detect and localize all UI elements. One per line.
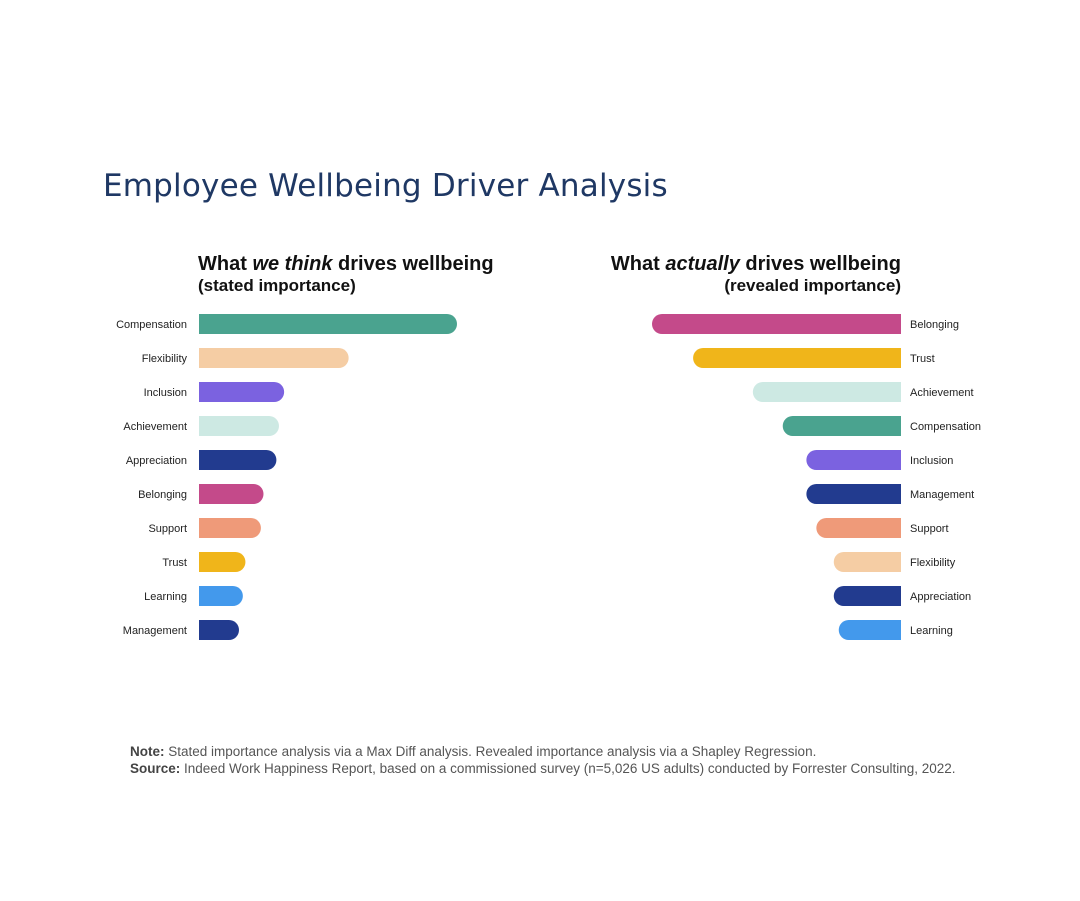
right-title-emphasis: actually bbox=[665, 253, 740, 275]
right-bar-inclusion bbox=[806, 450, 901, 470]
source-label: Source: bbox=[130, 761, 181, 776]
note-line: Note: Stated importance analysis via a M… bbox=[130, 743, 956, 760]
note-label: Note: bbox=[130, 744, 165, 759]
left-bar-support bbox=[199, 518, 261, 538]
right-bar-belonging bbox=[652, 314, 901, 334]
left-bar-belonging bbox=[199, 484, 264, 504]
left-category-label-compensation: Compensation bbox=[116, 319, 187, 331]
left-category-label-inclusion: Inclusion bbox=[144, 387, 187, 399]
right-bar-support bbox=[816, 518, 901, 538]
right-category-label-management: Management bbox=[910, 489, 974, 501]
left-title-suffix: drives wellbeing bbox=[332, 253, 494, 275]
left-bar-inclusion bbox=[199, 382, 285, 402]
right-bar-flexibility bbox=[833, 552, 901, 572]
left-title-emphasis: we think bbox=[252, 253, 333, 275]
left-category-label-management: Management bbox=[123, 625, 187, 637]
left-category-label-flexibility: Flexibility bbox=[142, 353, 188, 365]
right-category-label-belonging: Belonging bbox=[910, 319, 959, 331]
left-category-label-trust: Trust bbox=[162, 557, 187, 569]
source-line: Source: Indeed Work Happiness Report, ba… bbox=[130, 760, 956, 777]
right-chart-title: What actually drives wellbeing bbox=[611, 253, 901, 276]
left-category-label-achievement: Achievement bbox=[123, 421, 187, 433]
left-category-label-belonging: Belonging bbox=[138, 489, 187, 501]
left-bar-appreciation bbox=[199, 450, 277, 470]
source-text: Indeed Work Happiness Report, based on a… bbox=[180, 761, 956, 776]
page-title: Employee Wellbeing Driver Analysis bbox=[103, 168, 668, 204]
right-title-prefix: What bbox=[610, 253, 666, 275]
right-bar-management bbox=[806, 484, 901, 504]
left-category-label-appreciation: Appreciation bbox=[126, 455, 187, 467]
left-bar-trust bbox=[199, 552, 246, 572]
right-category-label-compensation: Compensation bbox=[910, 421, 981, 433]
right-bar-learning bbox=[838, 620, 901, 640]
right-bar-achievement bbox=[752, 382, 901, 402]
right-category-label-learning: Learning bbox=[910, 625, 953, 637]
left-chart-subtitle: (stated importance) bbox=[198, 276, 356, 295]
left-bar-compensation bbox=[199, 314, 457, 334]
right-chart-heading: What actually drives wellbeing (revealed… bbox=[611, 253, 901, 296]
left-title-prefix: What bbox=[198, 253, 253, 275]
left-bar-management bbox=[199, 620, 239, 640]
left-bar-learning bbox=[199, 586, 243, 606]
note-text: Stated importance analysis via a Max Dif… bbox=[164, 744, 817, 759]
right-category-label-inclusion: Inclusion bbox=[910, 455, 953, 467]
left-category-label-learning: Learning bbox=[144, 591, 187, 603]
right-bar-compensation bbox=[782, 416, 901, 437]
right-bar-trust bbox=[693, 348, 901, 368]
right-category-label-trust: Trust bbox=[910, 353, 935, 365]
left-bar-achievement bbox=[199, 416, 279, 437]
right-title-suffix: drives wellbeing bbox=[739, 253, 901, 275]
right-category-label-support: Support bbox=[910, 523, 949, 535]
left-chart-title: What we think drives wellbeing bbox=[198, 253, 494, 276]
right-category-label-achievement: Achievement bbox=[910, 387, 974, 399]
left-chart-heading: What we think drives wellbeing (stated i… bbox=[198, 253, 494, 296]
right-chart-subtitle: (revealed importance) bbox=[724, 276, 901, 295]
left-category-label-support: Support bbox=[148, 523, 187, 535]
right-bar-appreciation bbox=[833, 586, 901, 606]
right-category-label-flexibility: Flexibility bbox=[910, 557, 956, 569]
right-category-label-appreciation: Appreciation bbox=[910, 591, 971, 603]
left-bar-flexibility bbox=[199, 348, 349, 368]
footnote: Note: Stated importance analysis via a M… bbox=[130, 743, 956, 777]
